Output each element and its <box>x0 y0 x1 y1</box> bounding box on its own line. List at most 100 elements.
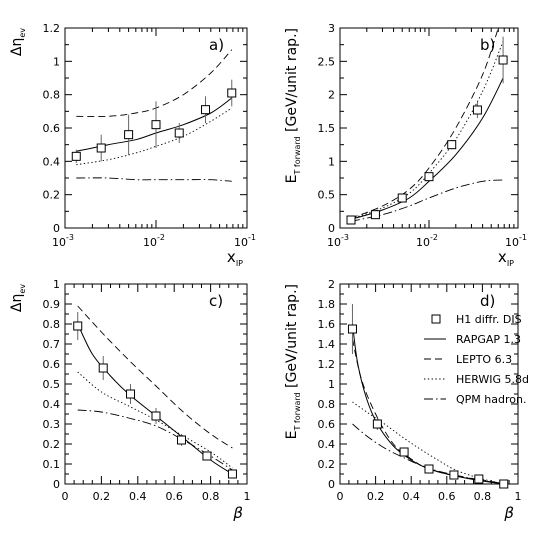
y-axis-label-unit: [GeV/unit rap.] <box>284 28 300 136</box>
data-point <box>124 114 134 155</box>
data-point <box>202 451 212 461</box>
data-point <box>227 79 237 107</box>
x-axis-label: β <box>232 504 243 522</box>
data-marker <box>71 151 81 161</box>
x-tick-label: 0 <box>62 490 69 503</box>
y-tick-label: 0 <box>53 222 60 235</box>
y-tick-label: 2 <box>328 89 335 102</box>
data-point <box>73 312 83 340</box>
x-axis-label: x <box>227 248 236 266</box>
y-tick-label: 0.4 <box>43 155 61 168</box>
x-tick-label: 0 <box>337 490 344 503</box>
data-marker <box>424 172 434 182</box>
plot-frame <box>339 27 519 229</box>
y-axis-label: ET forward [GeV/unit rap.] <box>284 284 302 439</box>
data-marker <box>201 105 211 115</box>
x-tick-label: 0.2 <box>93 490 111 503</box>
x-tick-label: 0.8 <box>202 490 220 503</box>
x-axis-label: x <box>498 248 507 266</box>
x-tick-label: 1 <box>244 490 251 503</box>
y-tick-label: 2.5 <box>318 55 336 68</box>
legend-label: RAPGAP 1.3 <box>456 333 521 346</box>
data-point <box>498 36 508 84</box>
y-tick-label: 0.5 <box>43 378 61 391</box>
data-point <box>71 149 81 163</box>
x-axis-label-sub: IP <box>236 259 243 268</box>
legend-entry: QPM hadron. <box>424 393 526 406</box>
x-tick-label: 0.8 <box>474 490 492 503</box>
x-tick-label: 0.4 <box>402 490 420 503</box>
data-marker <box>397 193 407 203</box>
y-tick-label: 0.6 <box>318 418 336 431</box>
x-tick-label: 10-3 <box>327 233 349 249</box>
data-point <box>201 96 211 123</box>
panel-label: a) <box>209 36 224 54</box>
plot-frame <box>64 283 248 485</box>
x-tick-label: 0.6 <box>438 490 456 503</box>
y-tick-label: 2 <box>328 278 335 291</box>
data-point <box>372 418 382 430</box>
y-tick-label: 3 <box>328 22 335 35</box>
y-axis-label-unit: [GeV/unit rap.] <box>284 284 300 392</box>
data-point <box>151 408 161 424</box>
data-marker <box>499 479 509 489</box>
y-tick-label: 0 <box>53 478 60 491</box>
panel-label: b) <box>480 36 495 54</box>
data-point <box>126 384 136 404</box>
data-point <box>347 304 357 354</box>
data-point <box>474 474 484 484</box>
x-tick-label: 10-2 <box>416 233 438 249</box>
y-tick-label: 1 <box>53 278 60 291</box>
data-marker <box>96 143 106 153</box>
data-marker <box>202 451 212 461</box>
x-tick-label: 0.2 <box>367 490 385 503</box>
data-point <box>151 101 161 148</box>
y-axis-label: Δη <box>9 294 25 312</box>
y-tick-label: 0.2 <box>318 458 336 471</box>
y-axis-label: E <box>284 175 300 184</box>
series-lepto-6-3 <box>77 305 233 449</box>
x-tick-label: 0.6 <box>165 490 183 503</box>
data-point <box>370 210 380 220</box>
panel-d: 0 0.2 0.4 0.6 0.8 1 1.2 1.4 1.6 1.8 2 0 0.2 0.4 0.6 0.8… <box>284 278 529 522</box>
panel-label: c) <box>209 292 223 310</box>
data-marker <box>372 419 382 429</box>
data-marker <box>474 474 484 484</box>
data-point <box>397 193 407 203</box>
y-tick-label: 1.4 <box>318 338 336 351</box>
data-point <box>424 172 434 182</box>
y-tick-label: 1 <box>328 155 335 168</box>
x-axis-label: β <box>232 504 243 522</box>
x-axis-label-sub: IP <box>507 259 514 268</box>
legend-entry: HERWIG 5.8d <box>424 373 529 386</box>
data-point <box>227 469 237 479</box>
data-marker <box>227 469 237 479</box>
data-marker <box>346 215 356 225</box>
x-tick-label: 10-3 <box>52 233 74 249</box>
y-tick-label: 1 <box>53 55 60 68</box>
data-point <box>472 102 482 118</box>
y-tick-label: 0.5 <box>318 189 336 202</box>
y-axis-label-sub: T forward <box>293 392 302 431</box>
legend-marker <box>431 314 441 324</box>
data-marker <box>347 324 357 334</box>
data-point <box>174 123 184 143</box>
y-axis-label: Δηev <box>9 284 27 312</box>
y-tick-label: 1.5 <box>318 122 336 135</box>
curves <box>350 28 504 222</box>
x-axis-label: β <box>503 504 514 522</box>
y-axis-label: ET forward [GeV/unit rap.] <box>284 28 302 183</box>
data-marker <box>370 210 380 220</box>
series-qpm-hadron <box>76 177 232 182</box>
data-marker <box>472 105 482 115</box>
data-point <box>447 140 457 150</box>
legend-label: QPM hadron. <box>456 393 526 406</box>
series-qpm-hadron <box>350 179 504 222</box>
y-tick-label: 1.2 <box>318 358 336 371</box>
legend-label: LEPTO 6.3 <box>456 353 512 366</box>
legend-entry: LEPTO 6.3 <box>424 353 512 366</box>
y-tick-label: 0.8 <box>318 398 336 411</box>
data-point <box>98 356 108 380</box>
